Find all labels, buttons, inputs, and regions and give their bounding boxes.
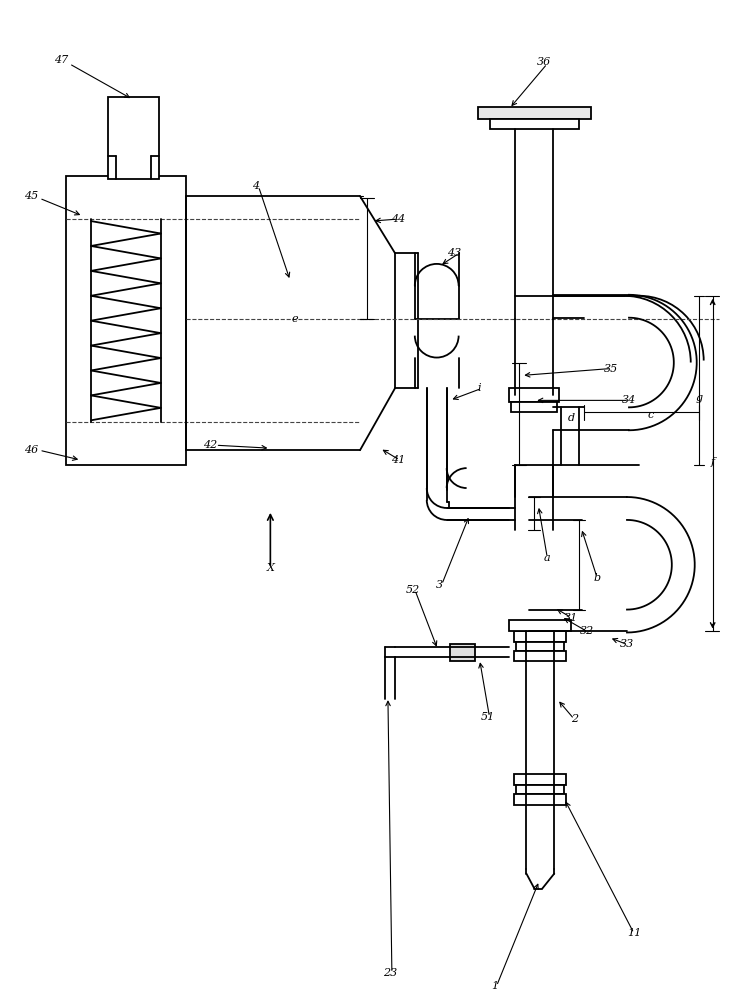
- Text: f: f: [711, 457, 714, 467]
- Text: 44: 44: [391, 214, 405, 224]
- Bar: [512, 402, 557, 412]
- Bar: [66, 176, 186, 465]
- Bar: [450, 644, 475, 661]
- Text: i: i: [477, 383, 481, 393]
- Bar: [515, 794, 566, 805]
- Bar: [516, 785, 564, 794]
- Text: 51: 51: [480, 712, 495, 722]
- Bar: [108, 97, 159, 179]
- Text: 3: 3: [436, 580, 443, 590]
- Text: 32: 32: [580, 626, 594, 636]
- Text: 1: 1: [491, 981, 498, 991]
- Text: 52: 52: [406, 585, 420, 595]
- Text: 23: 23: [383, 968, 397, 978]
- Bar: [510, 620, 572, 631]
- Bar: [510, 388, 559, 402]
- Text: a: a: [544, 553, 550, 563]
- Text: 43: 43: [448, 248, 461, 258]
- Bar: [515, 631, 566, 642]
- Text: 2: 2: [571, 714, 578, 724]
- Text: d: d: [568, 413, 574, 423]
- Text: 45: 45: [24, 191, 39, 201]
- Text: e: e: [292, 314, 299, 324]
- Text: 35: 35: [604, 364, 618, 374]
- Text: 11: 11: [627, 928, 641, 938]
- Bar: [477, 107, 591, 119]
- Bar: [489, 119, 579, 129]
- Text: 4: 4: [252, 181, 259, 191]
- Bar: [515, 774, 566, 785]
- Text: c: c: [648, 410, 654, 420]
- Text: X: X: [266, 563, 274, 573]
- Text: b: b: [593, 573, 601, 583]
- Text: g: g: [695, 393, 702, 403]
- Text: 33: 33: [620, 639, 634, 649]
- Text: 46: 46: [24, 445, 39, 455]
- Text: 42: 42: [203, 440, 218, 450]
- Bar: [515, 651, 566, 661]
- Text: 34: 34: [622, 395, 636, 405]
- Text: 47: 47: [54, 55, 69, 65]
- Bar: [516, 642, 564, 651]
- Text: 31: 31: [564, 613, 578, 623]
- Text: 41: 41: [391, 455, 405, 465]
- Text: 36: 36: [537, 57, 551, 67]
